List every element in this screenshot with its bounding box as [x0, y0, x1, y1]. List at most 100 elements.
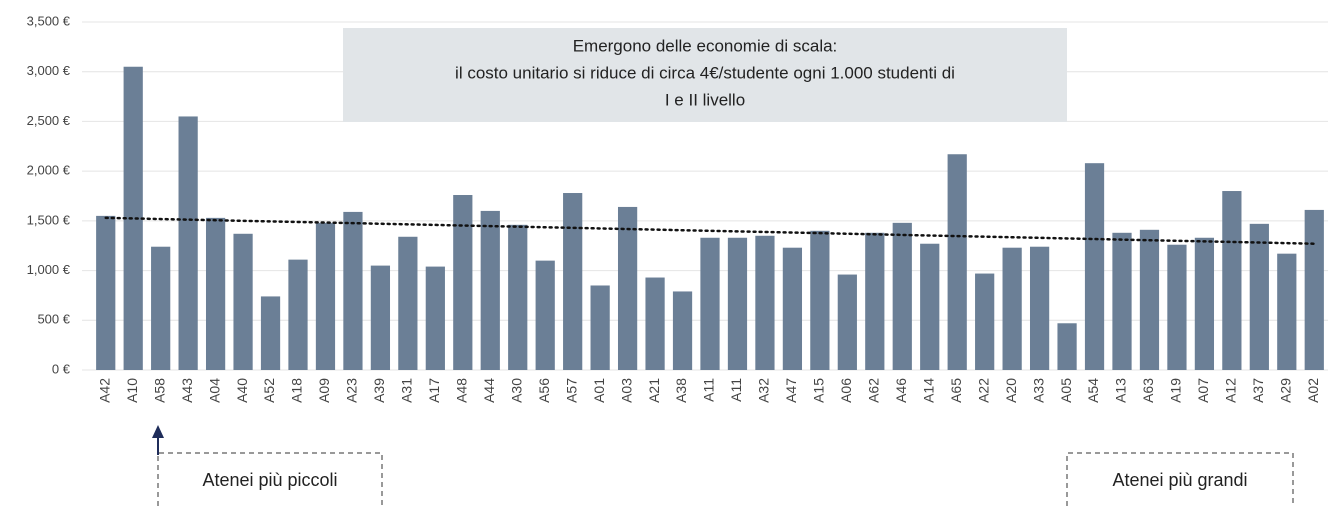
x-tick-label: A30 — [508, 378, 524, 403]
bar — [1249, 223, 1269, 370]
bar — [617, 206, 638, 370]
bar — [508, 224, 528, 370]
x-tick-label: A03 — [618, 378, 634, 403]
bar — [1002, 247, 1022, 370]
x-tick-label: A52 — [261, 378, 277, 403]
x-tick-label: A58 — [151, 378, 167, 403]
bar — [1167, 244, 1187, 370]
x-tick-label: A37 — [1250, 378, 1266, 403]
trend-line — [104, 216, 1316, 245]
bar — [563, 193, 583, 370]
x-tick-label: A32 — [756, 378, 772, 403]
y-tick-label: 2,500 € — [27, 113, 71, 128]
note-box — [157, 452, 383, 506]
bar — [892, 222, 912, 370]
x-tick-label: A43 — [179, 378, 195, 403]
y-tick-label: 3,000 € — [27, 63, 71, 78]
bar — [837, 274, 857, 370]
bar — [425, 266, 445, 370]
bars — [96, 66, 1324, 370]
arrow-head — [152, 425, 164, 438]
bar — [260, 296, 281, 370]
y-tick-label: 1,500 € — [27, 212, 71, 227]
bar — [782, 247, 803, 370]
x-tick-label: A05 — [1058, 378, 1074, 403]
bar — [480, 210, 500, 370]
x-tick-label: A09 — [316, 378, 332, 403]
x-tick-label: A21 — [646, 378, 662, 403]
bar — [205, 217, 226, 370]
x-tick-label: A01 — [591, 378, 607, 403]
x-tick-label: A06 — [838, 378, 854, 403]
x-tick-label: A39 — [371, 378, 387, 403]
bar — [288, 259, 308, 370]
x-tick-label: A29 — [1278, 378, 1294, 403]
bar — [1277, 253, 1297, 370]
x-tick-label: A65 — [948, 378, 964, 403]
bar — [810, 230, 830, 370]
y-tick-label: 1,000 € — [27, 262, 71, 277]
x-tick-label: A07 — [1195, 378, 1211, 403]
x-tick-label: A13 — [1113, 378, 1129, 403]
x-tick-label: A54 — [1085, 378, 1101, 403]
x-tick-label: A47 — [783, 378, 799, 403]
bar — [1112, 232, 1132, 370]
x-tick-label: A11 — [701, 378, 717, 402]
bar — [645, 277, 665, 370]
x-tick-label: A48 — [454, 378, 470, 403]
x-tick-label: A11 — [728, 378, 744, 402]
x-tick-label: A46 — [893, 378, 909, 403]
annotation-line: Emergono delle economie di scala: — [573, 36, 838, 55]
x-tick-label: A63 — [1140, 378, 1156, 403]
bar — [1057, 323, 1077, 370]
x-tick-label: A15 — [811, 378, 827, 403]
x-tick-label: A23 — [344, 378, 360, 403]
bar — [1029, 246, 1050, 370]
x-tick-label: A20 — [1003, 378, 1019, 403]
annotation-line: I e II livello — [665, 90, 745, 109]
x-tick-label: A02 — [1305, 378, 1321, 403]
x-tick-label: A10 — [124, 378, 140, 403]
bar — [1139, 229, 1160, 370]
x-tick-label: A04 — [206, 378, 222, 403]
bar — [1194, 237, 1215, 370]
x-tick-label: A40 — [234, 378, 250, 403]
x-tick-label: A17 — [426, 378, 442, 403]
bar — [151, 246, 171, 370]
bar — [398, 236, 418, 370]
right-note: Atenei più grandi — [1112, 470, 1247, 490]
bar — [370, 265, 391, 370]
annotation-box — [343, 28, 1067, 122]
x-tick-label: A44 — [481, 378, 497, 403]
bar — [453, 195, 473, 370]
left-note: Atenei più piccoli — [202, 470, 337, 490]
bar — [123, 66, 143, 370]
x-tick-label: A22 — [975, 378, 991, 403]
x-tick-label: A56 — [536, 378, 552, 403]
x-tick-label: A12 — [1223, 378, 1239, 403]
bar — [975, 273, 995, 370]
bar — [233, 233, 253, 370]
bar — [96, 215, 116, 370]
bar — [920, 243, 940, 370]
x-tick-label: A33 — [1030, 378, 1046, 403]
bar — [1222, 191, 1242, 370]
bar — [590, 285, 610, 370]
y-tick-label: 500 € — [37, 312, 70, 327]
y-tick-label: 0 € — [52, 361, 71, 376]
x-tick-label: A19 — [1168, 378, 1184, 403]
bar — [700, 237, 720, 370]
x-tick-label: A18 — [289, 378, 305, 403]
bar — [865, 232, 885, 370]
bar — [1304, 209, 1324, 370]
bar — [343, 211, 363, 370]
y-tick-label: 2,000 € — [27, 163, 71, 178]
bar — [178, 116, 198, 370]
bar — [1084, 163, 1105, 370]
bar — [315, 222, 336, 370]
x-tick-label: A14 — [920, 378, 936, 403]
bar — [755, 235, 775, 370]
x-tick-label: A57 — [563, 378, 579, 403]
y-tick-label: 3,500 € — [27, 13, 71, 28]
x-tick-label: A42 — [96, 378, 112, 403]
